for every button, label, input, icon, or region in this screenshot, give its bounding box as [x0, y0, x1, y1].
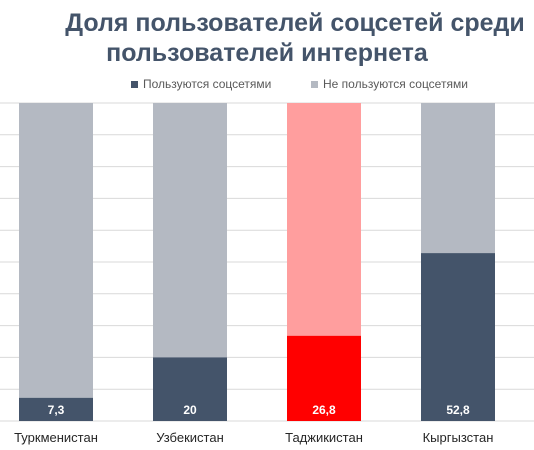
chart-title-line-1: Доля пользователей соцсетей среди [65, 9, 525, 37]
x-tick-label: Туркменистан [14, 430, 98, 445]
legend-item-unused: Не пользуются соцсетями [311, 77, 468, 91]
data-label: 26,8 [312, 403, 336, 417]
data-label: 20 [183, 403, 197, 417]
data-label: 52,8 [446, 403, 470, 417]
bar-unused [19, 103, 93, 398]
chart-legend: Пользуются соцсетями Не пользуются соцсе… [0, 77, 534, 93]
x-tick-label: Таджикистан [285, 430, 363, 445]
bar-used [153, 357, 227, 421]
bar-used [19, 397, 93, 421]
legend-label-used: Пользуются соцсетями [143, 77, 272, 91]
legend-swatch-unused [311, 80, 318, 88]
legend-swatch-used [131, 80, 138, 88]
chart-title-line-2: пользователей интернета [106, 39, 428, 67]
x-tick-label: Узбекистан [156, 430, 224, 445]
bar-unused [287, 103, 361, 336]
bar-used [421, 253, 495, 421]
bar-unused [421, 103, 495, 254]
labels: 7,3 Туркменистан 20 Узбекистан 26,8 Таджикист… [14, 403, 493, 445]
bar-unused [153, 103, 227, 358]
bar-used [287, 335, 361, 421]
legend-item-used: Пользуются соцсетями [131, 77, 271, 91]
data-label: 7,3 [48, 403, 65, 417]
legend-label-unused: Не пользуются соцсетями [323, 77, 468, 91]
x-tick-label: Кыргызстан [423, 430, 494, 445]
bars [19, 103, 495, 421]
